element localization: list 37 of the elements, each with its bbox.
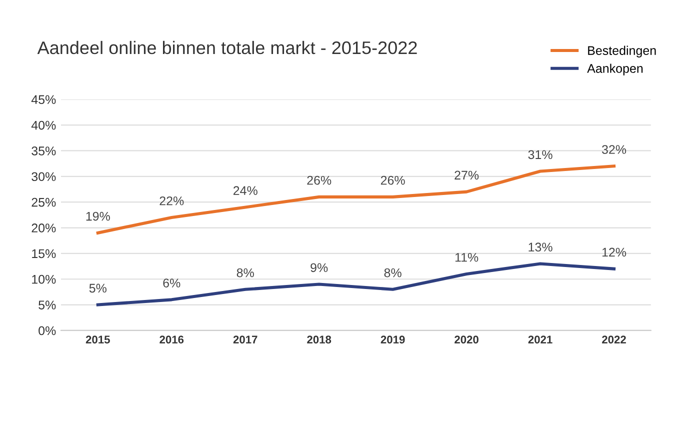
x-tick-label: 2020: [454, 336, 478, 344]
data-label: 5%: [89, 284, 106, 293]
data-label: 8%: [384, 268, 402, 278]
data-label: 13%: [528, 242, 552, 252]
data-label: 8%: [236, 268, 254, 278]
x-tick-label: 2017: [233, 336, 258, 344]
y-tick-label: 10%: [32, 274, 56, 284]
x-tick-label: 2016: [160, 336, 184, 344]
x-tick-label: 2021: [528, 336, 552, 344]
y-tick-label: 15%: [32, 249, 56, 258]
x-tick-label: 2018: [307, 336, 332, 344]
x-tick-label: 2019: [380, 336, 405, 344]
data-label: 6%: [163, 278, 180, 288]
data-label: 26%: [307, 176, 332, 185]
legend-label: Aankopen: [587, 64, 643, 76]
y-tick-label: 25%: [32, 198, 56, 207]
data-label: 24%: [233, 186, 258, 195]
x-tick-label: 2022: [602, 336, 626, 344]
y-tick-label: 5%: [38, 300, 56, 310]
data-label: 11%: [455, 252, 478, 262]
data-label: 19%: [86, 212, 110, 221]
data-label: 27%: [454, 170, 479, 180]
data-label: 32%: [602, 145, 626, 154]
y-tick-label: 0%: [38, 326, 56, 336]
x-tick-label: 2015: [86, 336, 110, 344]
data-label: 31%: [528, 150, 552, 160]
data-label: 22%: [160, 196, 184, 206]
y-tick-label: 45%: [31, 95, 56, 104]
chart-title: Aandeel online binnen totale markt - 2015-2022: [37, 40, 417, 54]
y-tick-label: 20%: [32, 224, 56, 232]
data-label: 12%: [602, 248, 626, 257]
y-tick-label: 40%: [31, 120, 56, 130]
y-tick-label: 30%: [32, 172, 56, 182]
legend-label: Bestedingen: [588, 46, 656, 58]
y-tick-label: 35%: [32, 146, 56, 156]
data-label: 26%: [380, 176, 405, 185]
data-label: 9%: [310, 263, 328, 272]
